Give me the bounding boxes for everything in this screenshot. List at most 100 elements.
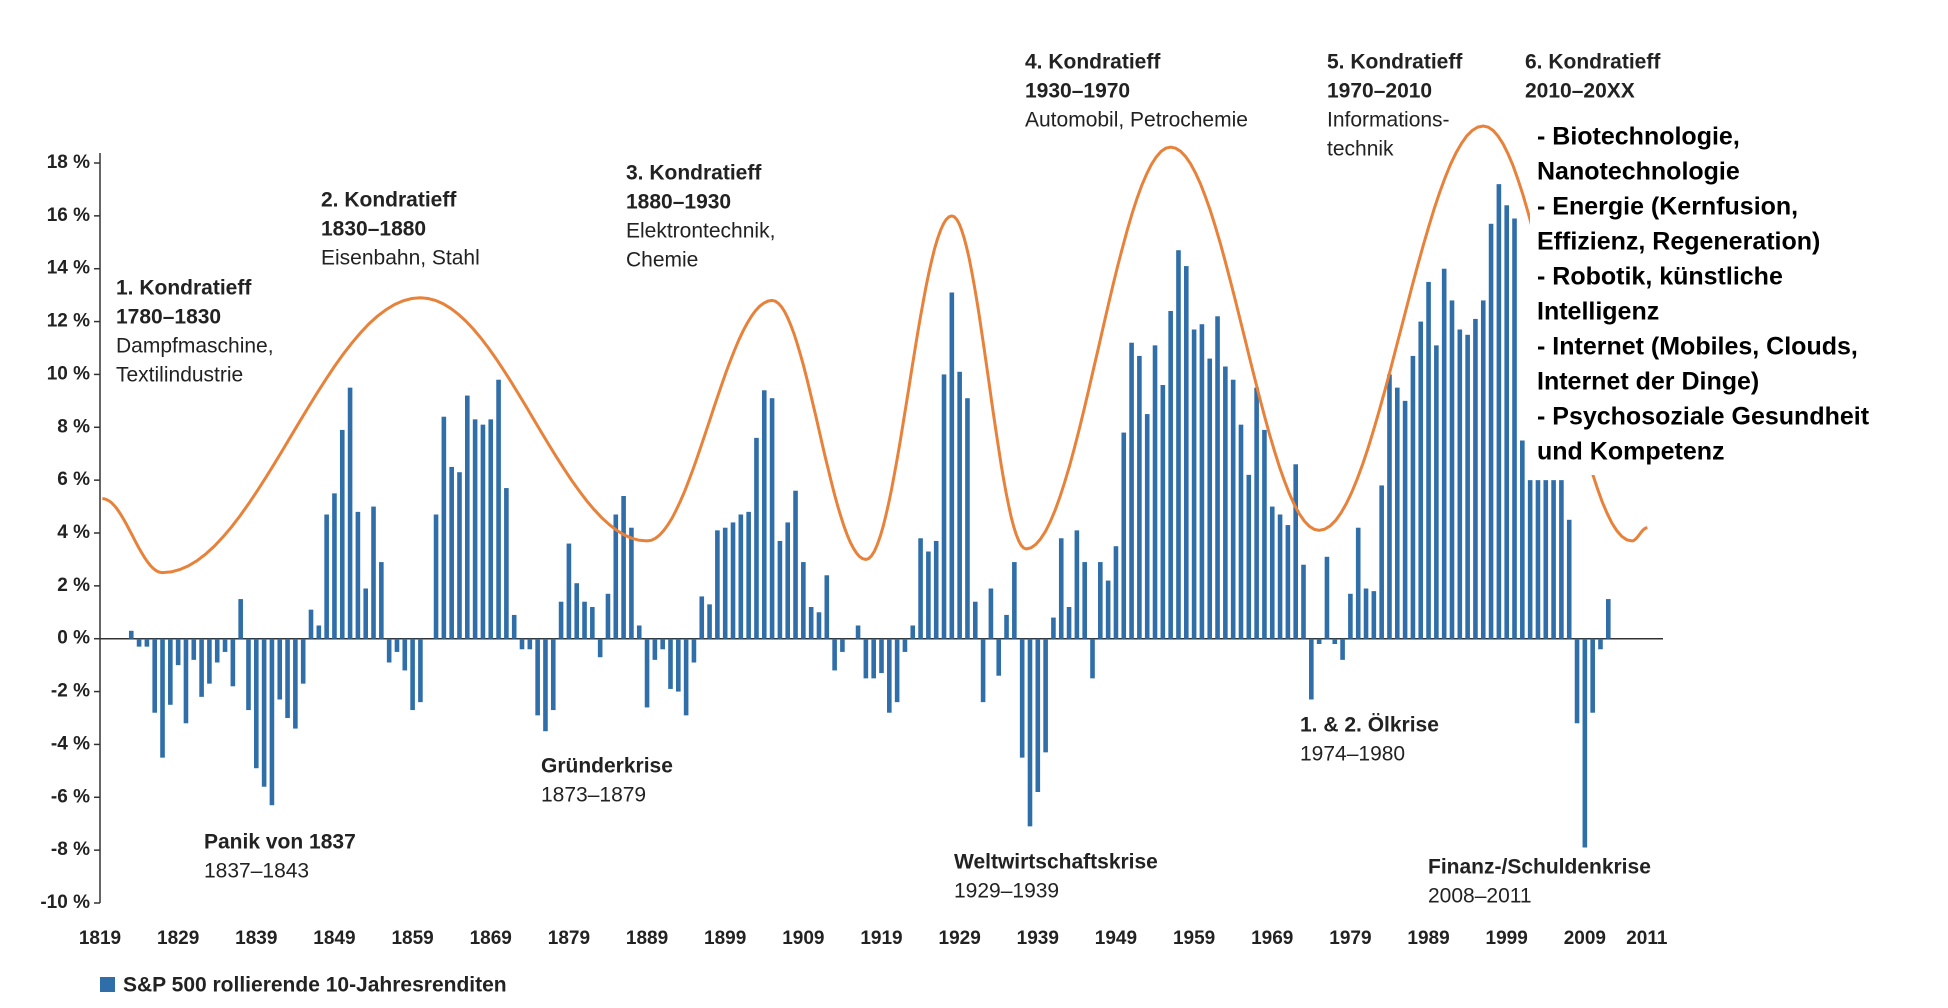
bar	[394, 638, 400, 652]
bar	[1348, 593, 1353, 639]
bar	[1418, 321, 1424, 639]
bar	[261, 638, 267, 787]
bar	[1309, 638, 1314, 700]
bar	[699, 596, 705, 639]
cycle-heading: 5. Kondratieff	[1327, 51, 1463, 74]
cycle-heading: 2. Kondratieff	[321, 189, 457, 212]
bar	[480, 424, 486, 639]
bar	[1543, 480, 1549, 639]
cycle-heading: 1830–1880	[321, 218, 426, 241]
cycle-heading: 1970–2010	[1327, 80, 1432, 103]
cycle-heading: 6. Kondratieff	[1525, 51, 1661, 74]
note-line: - Psychosoziale Gesundheit	[1537, 403, 1870, 431]
note-line: - Robotik, künstliche	[1537, 263, 1783, 291]
x-tick-label: 1919	[860, 928, 902, 949]
bar	[472, 419, 478, 639]
x-tick-label: 2011	[1626, 928, 1668, 949]
cycle-detail: technik	[1327, 138, 1394, 161]
bar	[926, 551, 931, 639]
x-tick-label: 1939	[1017, 928, 1059, 949]
bar	[332, 493, 337, 639]
x-tick-label: 1949	[1095, 928, 1137, 949]
bar	[1027, 638, 1033, 827]
bar	[605, 593, 611, 639]
bar	[1559, 480, 1564, 639]
bar	[1090, 638, 1095, 679]
bar	[1301, 564, 1306, 639]
bar	[988, 588, 994, 639]
x-tick-label: 2009	[1564, 928, 1606, 949]
bar	[363, 588, 369, 639]
bar	[371, 506, 376, 639]
bar	[1332, 638, 1338, 644]
bar	[222, 638, 228, 652]
bar	[824, 575, 830, 639]
bar	[1394, 387, 1400, 639]
bar	[918, 538, 923, 639]
bar	[840, 638, 845, 652]
x-tick-label: 1909	[782, 928, 824, 949]
legend-label: S&P 500 rollierende 10-Jahresrenditen	[123, 974, 507, 997]
bar	[887, 638, 892, 713]
bar	[293, 638, 298, 729]
y-tick-label: 4 %	[57, 522, 90, 543]
bar	[1144, 414, 1150, 639]
x-tick-label: 1839	[235, 928, 277, 949]
bar	[1324, 556, 1330, 639]
bar	[160, 638, 165, 758]
bar	[238, 599, 243, 639]
bar	[136, 638, 142, 647]
bar	[1582, 638, 1588, 848]
crisis-name: Gründerkrise	[541, 755, 673, 778]
bar	[1152, 345, 1158, 639]
bar	[550, 638, 556, 711]
bar	[644, 638, 650, 708]
bar	[246, 638, 251, 711]
x-tick-label: 1859	[391, 928, 433, 949]
bar	[519, 638, 525, 650]
bar	[636, 625, 642, 639]
bar	[457, 472, 462, 639]
bar	[386, 638, 392, 663]
note-line: - Biotechnologie,	[1537, 123, 1740, 151]
bar	[496, 379, 501, 639]
bar	[324, 514, 329, 639]
bar	[207, 638, 212, 684]
bar	[1051, 617, 1056, 639]
bar	[285, 638, 290, 718]
bar	[1215, 316, 1220, 639]
bar	[199, 638, 204, 697]
bar	[652, 638, 658, 660]
bar	[1590, 638, 1595, 713]
bar	[511, 614, 517, 639]
bar	[996, 638, 1002, 676]
bar	[754, 437, 759, 639]
bar	[730, 522, 736, 639]
bar	[574, 583, 580, 639]
bar	[1105, 580, 1111, 639]
bar	[879, 638, 884, 674]
note-line: Intelligenz	[1537, 298, 1659, 326]
bar	[1137, 355, 1142, 639]
bar	[769, 398, 775, 639]
bar	[590, 607, 595, 639]
bar	[300, 638, 306, 684]
crisis-name: Weltwirtschaftskrise	[954, 851, 1158, 874]
bar	[933, 540, 939, 639]
bar	[1129, 342, 1134, 639]
bar	[488, 419, 494, 639]
bar	[449, 466, 454, 639]
bar	[1074, 530, 1080, 639]
bar	[1238, 424, 1244, 639]
bar	[1176, 250, 1181, 639]
crisis-years: 1873–1879	[541, 784, 646, 807]
bar	[1355, 527, 1361, 639]
bar	[1520, 440, 1525, 639]
bar	[1410, 355, 1416, 639]
bars	[128, 184, 1611, 848]
bar	[1434, 345, 1439, 639]
bar	[1473, 318, 1478, 639]
bar	[707, 604, 712, 639]
bar	[1082, 562, 1087, 639]
